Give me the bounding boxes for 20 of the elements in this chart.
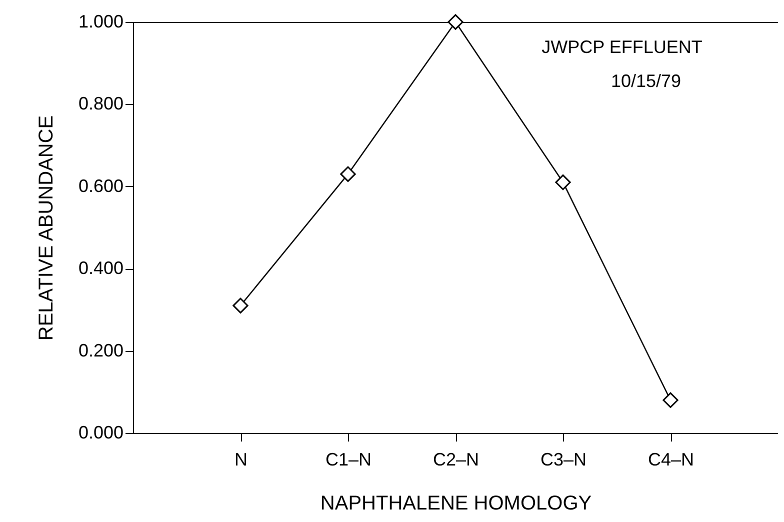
annotation: 10/15/79 [610, 71, 682, 91]
y-tick-label: 0.200 [78, 340, 124, 360]
y-tick-label: 0.800 [78, 94, 124, 114]
x-tick-label: C1–N [325, 450, 372, 470]
point [555, 174, 571, 190]
x-axis-title: NAPHTHALENE HOMOLOGY [320, 492, 592, 514]
point [448, 14, 464, 30]
x-tick-label: C3–N [540, 450, 587, 470]
x-tick-label: C4–N [648, 450, 694, 470]
y-tick-label: 0.400 [78, 258, 124, 278]
point [232, 298, 248, 314]
y-axis-title: RELATIVE ABUNDANCE [35, 115, 58, 341]
x-tick-label: C2–N [432, 450, 480, 470]
point [662, 392, 678, 408]
point [340, 166, 356, 182]
x-tick-label: N [234, 450, 248, 470]
y-tick-label: 1.000 [78, 12, 124, 32]
y-tick-label: 0.600 [78, 176, 124, 196]
annotation: JWPCP EFFLUENT [542, 37, 702, 57]
y-tick-label: 0.000 [78, 422, 124, 442]
